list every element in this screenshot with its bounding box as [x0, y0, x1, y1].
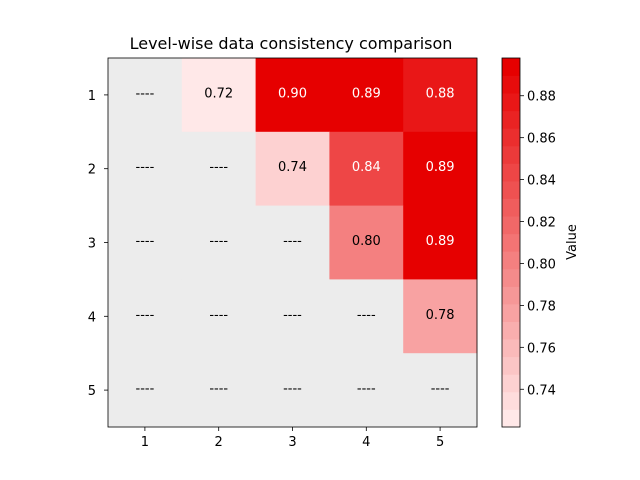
y-tick-label: 3 — [88, 237, 96, 252]
cell-value-label: 0.74 — [278, 160, 307, 175]
heatmap-cell — [255, 58, 330, 133]
colorbar-segment — [502, 233, 520, 252]
cell-value-label: ---- — [136, 86, 155, 101]
colorbar-segment — [502, 181, 520, 199]
cell-value-label: 0.78 — [426, 308, 455, 323]
colorbar-segment — [502, 128, 520, 147]
colorbar-segment — [502, 304, 520, 322]
cell-value-label: 0.89 — [426, 234, 455, 249]
heatmap-cells: ---- 0.72 0.90 0.89 0.88 ---- ---- 0.74 0.84 0.89… — [108, 58, 478, 428]
colorbar-segment — [502, 93, 520, 112]
heatmap-cell — [403, 353, 478, 428]
colorbar-tick-label: 0.82 — [527, 216, 556, 231]
y-axis: 1 2 3 4 5 — [88, 89, 108, 399]
chart-title: Level-wise data consistency comparison — [130, 34, 453, 53]
colorbar-segment — [502, 268, 520, 287]
heatmap-cell — [329, 131, 404, 207]
x-tick-label: 3 — [288, 435, 296, 450]
colorbar: 0.74 0.76 0.78 0.80 0.82 0.84 0.86 0.88 — [501, 57, 556, 428]
x-tick-label: 2 — [215, 435, 223, 450]
y-tick-label: 2 — [88, 163, 96, 178]
cell-value-label: 0.80 — [352, 234, 381, 249]
cell-value-label: ---- — [209, 160, 228, 175]
cell-value-label: ---- — [209, 234, 228, 249]
y-tick-label: 4 — [88, 310, 96, 325]
heatmap-cell — [403, 205, 478, 280]
heatmap-cell — [181, 205, 257, 280]
cell-value-label: ---- — [357, 308, 376, 323]
x-axis: 1 2 3 4 5 — [141, 427, 444, 450]
cell-value-label: ---- — [136, 382, 155, 397]
colorbar-segment — [502, 145, 520, 164]
cell-value-label: ---- — [283, 308, 302, 323]
colorbar-segment — [502, 198, 520, 217]
cell-value-label: 0.89 — [426, 160, 455, 175]
x-tick-label: 1 — [141, 435, 149, 450]
cell-value-label: ---- — [209, 308, 228, 323]
cell-value-label: 0.72 — [204, 86, 233, 101]
heatmap-cell — [255, 205, 330, 280]
cell-value-label: 0.90 — [278, 86, 307, 101]
cell-value-label: ---- — [431, 382, 450, 397]
y-tick-label: 1 — [88, 89, 96, 104]
colorbar-segment — [502, 356, 520, 375]
colorbar-segment — [502, 251, 520, 270]
colorbar-tick-label: 0.76 — [527, 341, 556, 356]
heatmap-cell — [108, 279, 183, 354]
heatmap-cell — [329, 58, 404, 133]
colorbar-tick-label: 0.74 — [527, 383, 556, 398]
heatmap-cell — [329, 279, 404, 354]
cell-value-label: ---- — [283, 234, 302, 249]
colorbar-tick-label: 0.86 — [527, 132, 556, 147]
colorbar-tick-label: 0.84 — [527, 174, 556, 189]
cell-value-label: ---- — [357, 382, 376, 397]
heatmap-cell — [329, 205, 404, 280]
x-tick-label: 5 — [436, 435, 444, 450]
heatmap-cell — [108, 58, 183, 133]
heatmap-cell — [108, 205, 183, 280]
cell-value-label: 0.84 — [352, 160, 381, 175]
colorbar-frame — [501, 57, 521, 428]
y-tick-label: 5 — [88, 384, 96, 399]
colorbar-segment — [502, 110, 520, 129]
heatmap-cell — [181, 279, 257, 354]
cell-value-label: ---- — [136, 234, 155, 249]
heatmap-cell — [108, 131, 183, 207]
cell-value-label: ---- — [283, 382, 302, 397]
colorbar-segment — [502, 374, 520, 393]
heatmap-cell — [255, 131, 330, 207]
cell-value-label: ---- — [136, 308, 155, 323]
heatmap-cell — [181, 131, 257, 207]
colorbar-label: Value — [565, 224, 580, 260]
heatmap-cell — [255, 353, 330, 428]
colorbar-segment — [502, 409, 520, 428]
colorbar-segment — [502, 339, 520, 358]
colorbar-tick-label: 0.88 — [527, 90, 556, 105]
heatmap-cell — [329, 353, 404, 428]
heatmap-cell — [403, 279, 478, 354]
x-tick-label: 4 — [362, 435, 370, 450]
colorbar-tick-label: 0.80 — [527, 257, 556, 272]
colorbar-tick-label: 0.78 — [527, 299, 556, 314]
cell-value-label: 0.88 — [426, 86, 455, 101]
colorbar-segment — [502, 286, 520, 305]
colorbar-segment — [502, 163, 520, 182]
heatmap-cell — [108, 353, 183, 428]
heatmap-cell — [403, 131, 478, 207]
heatmap-cell — [181, 58, 257, 133]
colorbar-segment — [502, 321, 520, 340]
colorbar-segment — [502, 391, 520, 410]
heatmap-cell — [181, 353, 257, 428]
cell-value-label: ---- — [209, 382, 228, 397]
cell-value-label: 0.89 — [352, 86, 381, 101]
cell-value-label: ---- — [136, 160, 155, 175]
colorbar-segment — [502, 75, 520, 94]
colorbar-segment — [502, 58, 520, 76]
heatmap-cell — [255, 279, 330, 354]
colorbar-segment — [502, 216, 520, 235]
heatmap-cell — [403, 58, 478, 133]
